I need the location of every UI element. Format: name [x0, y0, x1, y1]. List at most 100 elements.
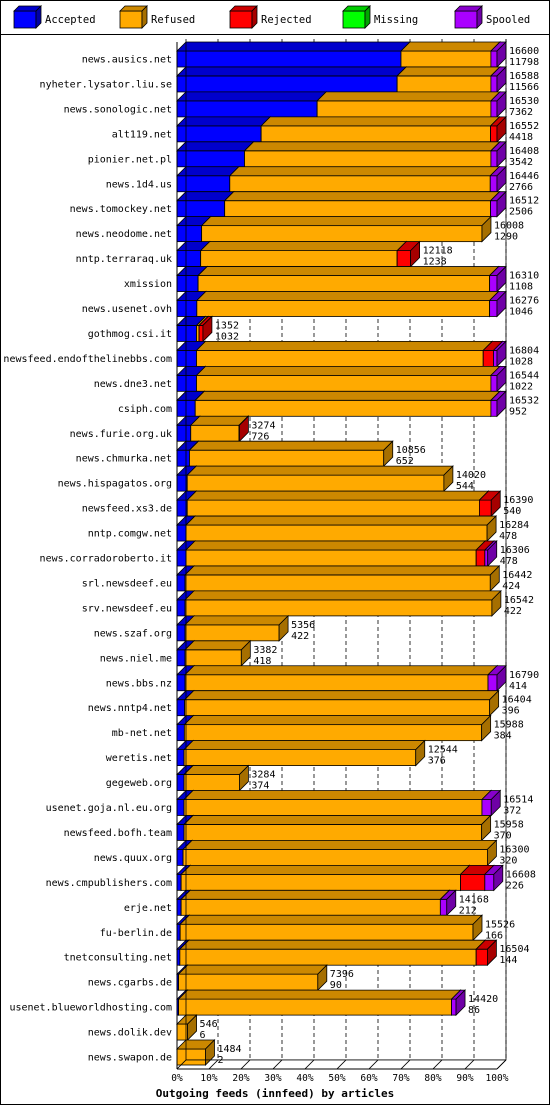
bar-segment-refused	[186, 465, 454, 493]
accepted-label: 952	[509, 406, 527, 417]
bar-segment-rejected-side	[202, 315, 213, 343]
total-label: 14020	[456, 470, 486, 481]
bar-row	[176, 215, 492, 243]
bar-segment-refused	[183, 689, 500, 717]
bar-segment-refused-front	[185, 524, 488, 542]
bar-segment-accepted-top	[176, 116, 272, 127]
total-label: 16530	[509, 96, 539, 107]
bar-segment-refused-top	[184, 565, 501, 576]
bar-segment-refused-front	[260, 125, 492, 143]
bar-segment-refused-front	[244, 150, 492, 168]
accepted-label: 422	[504, 606, 522, 617]
bar-segment-rejected-front	[475, 549, 486, 567]
x-tick-label: 50%	[328, 1073, 345, 1084]
bar-segment-refused	[184, 540, 487, 567]
bar-segment-accepted-front	[176, 150, 245, 168]
bar-segment-spooled-front	[490, 100, 498, 118]
total-label: 16408	[509, 146, 539, 157]
accepted-label: 396	[502, 706, 520, 717]
bar-row	[176, 290, 507, 318]
host-label: news.cmpublishers.com	[46, 878, 172, 889]
host-label: csiph.com	[118, 404, 172, 415]
x-tick-label: 60%	[360, 1073, 377, 1084]
accepted-label: 212	[459, 905, 477, 916]
host-label: news.swapon.de	[88, 1053, 172, 1064]
bar-segment-refused	[176, 1014, 198, 1042]
total-label: 16600	[509, 46, 539, 57]
bar-segment-rejected-front	[482, 349, 494, 367]
bar-segment-spooled-front	[490, 75, 498, 93]
accepted-label: 478	[499, 531, 517, 542]
bar-segment-refused-top	[200, 216, 492, 227]
legend-swatch-accepted-front	[13, 10, 37, 29]
bar-segment-accepted-front	[176, 549, 187, 567]
bar-segment-spooled-side	[487, 540, 498, 567]
legend-swatch-rejected-side	[251, 5, 258, 29]
bar-segment-refused-front	[396, 75, 492, 93]
bar-segment-accepted	[176, 41, 411, 68]
legend-label-rejected: Rejected	[261, 14, 312, 26]
total-label: 16532	[509, 395, 539, 406]
bar-segment-refused-top	[400, 41, 501, 52]
host-label: mb-net.net	[112, 728, 172, 739]
accepted-label: 422	[291, 631, 309, 642]
bar-segment-refused-side	[486, 839, 497, 867]
total-label: 14420	[468, 994, 498, 1005]
tick-diag-7	[400, 1059, 411, 1070]
accepted-label: 374	[251, 781, 269, 792]
bar-segment-refused	[197, 265, 500, 293]
bar-segment-refused-front	[224, 200, 492, 218]
bar-segment-spooled	[489, 41, 507, 68]
accepted-label: 478	[500, 556, 518, 567]
tick-diag-1	[208, 1059, 219, 1070]
bar-segment-refused-front	[184, 599, 493, 617]
legend-item-missing: Missing	[342, 5, 418, 29]
bar-segment-spooled-side	[446, 889, 457, 917]
bar-segment-refused-front	[200, 250, 398, 268]
bar-segment-refused-top	[180, 889, 451, 900]
bar-row	[176, 65, 507, 93]
bar-segment-rejected	[396, 240, 421, 268]
bar-segment-spooled-front	[490, 200, 498, 218]
accepted-label: 2	[217, 1055, 223, 1066]
bar-segment-accepted-front	[176, 849, 184, 866]
accepted-label: 1108	[509, 282, 533, 293]
bar-segment-refused	[316, 90, 501, 118]
total-label: 1352	[215, 320, 239, 331]
bar-segment-refused	[184, 614, 290, 642]
accepted-label: 1022	[509, 381, 533, 392]
accepted-label: 652	[396, 456, 414, 467]
bar-row	[176, 440, 394, 468]
bar-segment-refused-side	[187, 1014, 197, 1042]
tick-diag-10	[496, 1059, 507, 1070]
bar-segment-accepted-front	[176, 799, 185, 816]
bar-row	[176, 714, 492, 742]
bar-segment-refused-front	[197, 275, 491, 292]
bar-segment-refused-front	[194, 399, 492, 417]
bar-row	[176, 140, 507, 168]
bar-row	[176, 964, 328, 992]
bar-segment-rejected-side	[486, 939, 497, 967]
bar-segment-refused-front	[184, 624, 280, 642]
bar-segment-refused	[179, 914, 483, 942]
bar-segment-spooled-front	[489, 175, 498, 193]
accepted-label: 544	[456, 481, 474, 492]
bar-segment-accepted	[176, 140, 255, 168]
host-label: news.neodome.net	[76, 229, 172, 240]
bar-segment-refused-top	[184, 640, 252, 651]
bar-segment-refused	[183, 739, 426, 767]
host-label: news.1d4.us	[106, 179, 172, 190]
bar-row	[176, 889, 457, 917]
host-label: alt119.net	[112, 129, 172, 140]
bar-segment-refused-front	[190, 424, 240, 442]
accepted-label: 320	[499, 855, 517, 866]
bar-row	[176, 265, 507, 293]
bar-segment-refused-front	[184, 674, 489, 692]
bar-segment-rejected	[238, 415, 250, 443]
bar-segment-refused-top	[184, 515, 498, 526]
bar-segment-accepted-front	[176, 225, 203, 243]
total-label: 1484	[217, 1044, 241, 1055]
bar-segment-refused-top	[195, 340, 494, 351]
total-label: 15526	[485, 919, 515, 930]
bar-row	[176, 864, 504, 892]
